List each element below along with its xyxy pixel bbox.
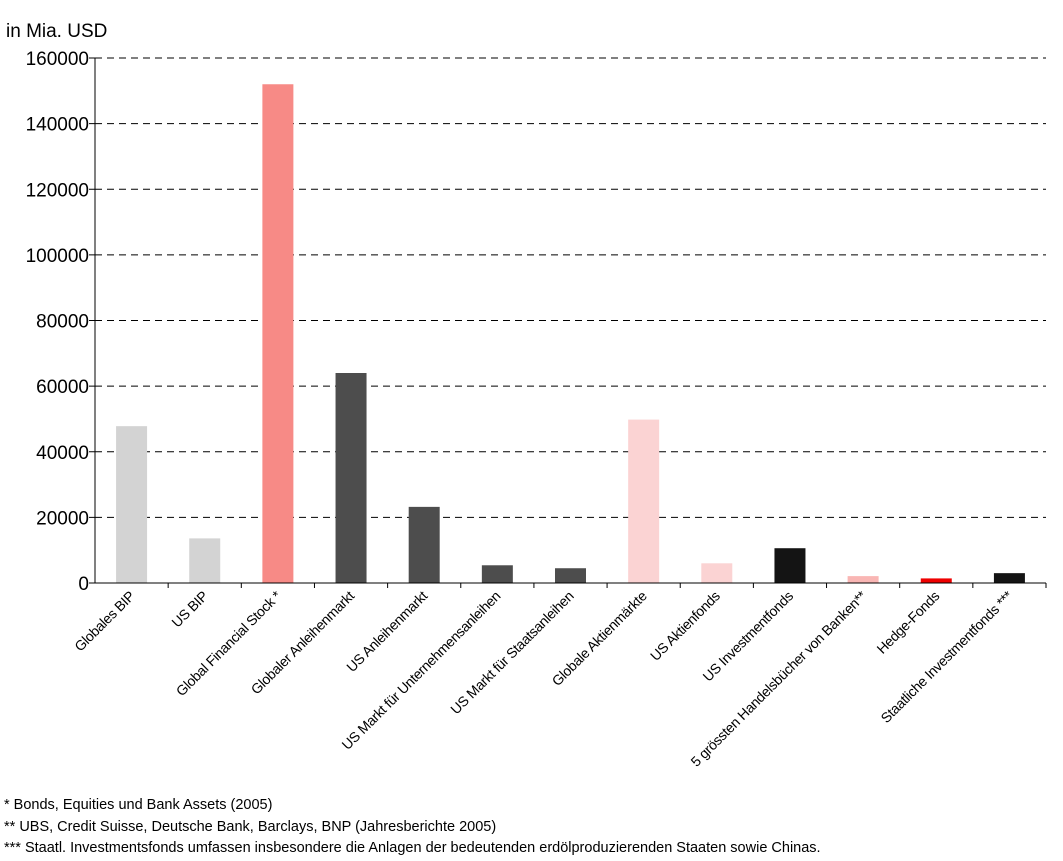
y-tick-label: 140000	[26, 115, 89, 136]
y-tick-label: 100000	[26, 246, 89, 267]
y-axis-ticks: 0 20000 40000 60000 80000 100000 120000 140000 1…	[26, 49, 95, 595]
footnote-1: * Bonds, Equities und Bank Assets (2005)	[4, 797, 273, 813]
bar	[335, 373, 367, 583]
x-tick-label: US BIP	[168, 588, 211, 631]
bar	[116, 426, 148, 583]
y-tick-label: 160000	[26, 49, 89, 70]
footnote-3: *** Staatl. Investmentsfonds umfassen in…	[4, 840, 821, 856]
y-axis-unit-label: in Mia. USD	[6, 21, 107, 42]
bar	[262, 84, 294, 583]
bar	[920, 578, 952, 583]
y-tick-label: 0	[78, 574, 89, 595]
y-tick-label: 120000	[26, 180, 89, 201]
x-tick-label: Hedge-Fonds	[873, 588, 942, 657]
bar-chart: in Mia. USD 0 20000 40000 60000 80000 100000 1…	[6, 21, 1047, 770]
bar	[774, 548, 806, 583]
footnotes: * Bonds, Equities und Bank Assets (2005)…	[4, 795, 821, 860]
x-tick-label: Globales BIP	[71, 588, 138, 655]
y-tick-label: 40000	[36, 443, 89, 464]
bar	[847, 576, 879, 583]
y-tick-label: 20000	[36, 508, 89, 529]
footnote-2: ** UBS, Credit Suisse, Deutsche Bank, Ba…	[4, 818, 497, 835]
bars	[116, 84, 1025, 583]
bar	[408, 506, 440, 583]
x-tick-label: Staatliche Investmentfonds ***	[877, 587, 1016, 726]
gridlines	[95, 57, 1046, 518]
y-tick-label: 60000	[36, 377, 89, 398]
axes	[94, 58, 1047, 588]
y-tick-label: 80000	[36, 312, 89, 333]
x-tick-label: US Markt für Unternehmensanleihen	[338, 588, 503, 753]
x-tick-label: US Aktienfonds	[647, 588, 723, 664]
bar	[555, 568, 586, 583]
bar	[189, 538, 221, 583]
bar	[701, 563, 733, 583]
bar	[628, 419, 660, 583]
bar	[993, 573, 1025, 583]
bar	[481, 565, 513, 583]
x-tick-label: US Markt für Staatsanleihen	[447, 588, 576, 717]
